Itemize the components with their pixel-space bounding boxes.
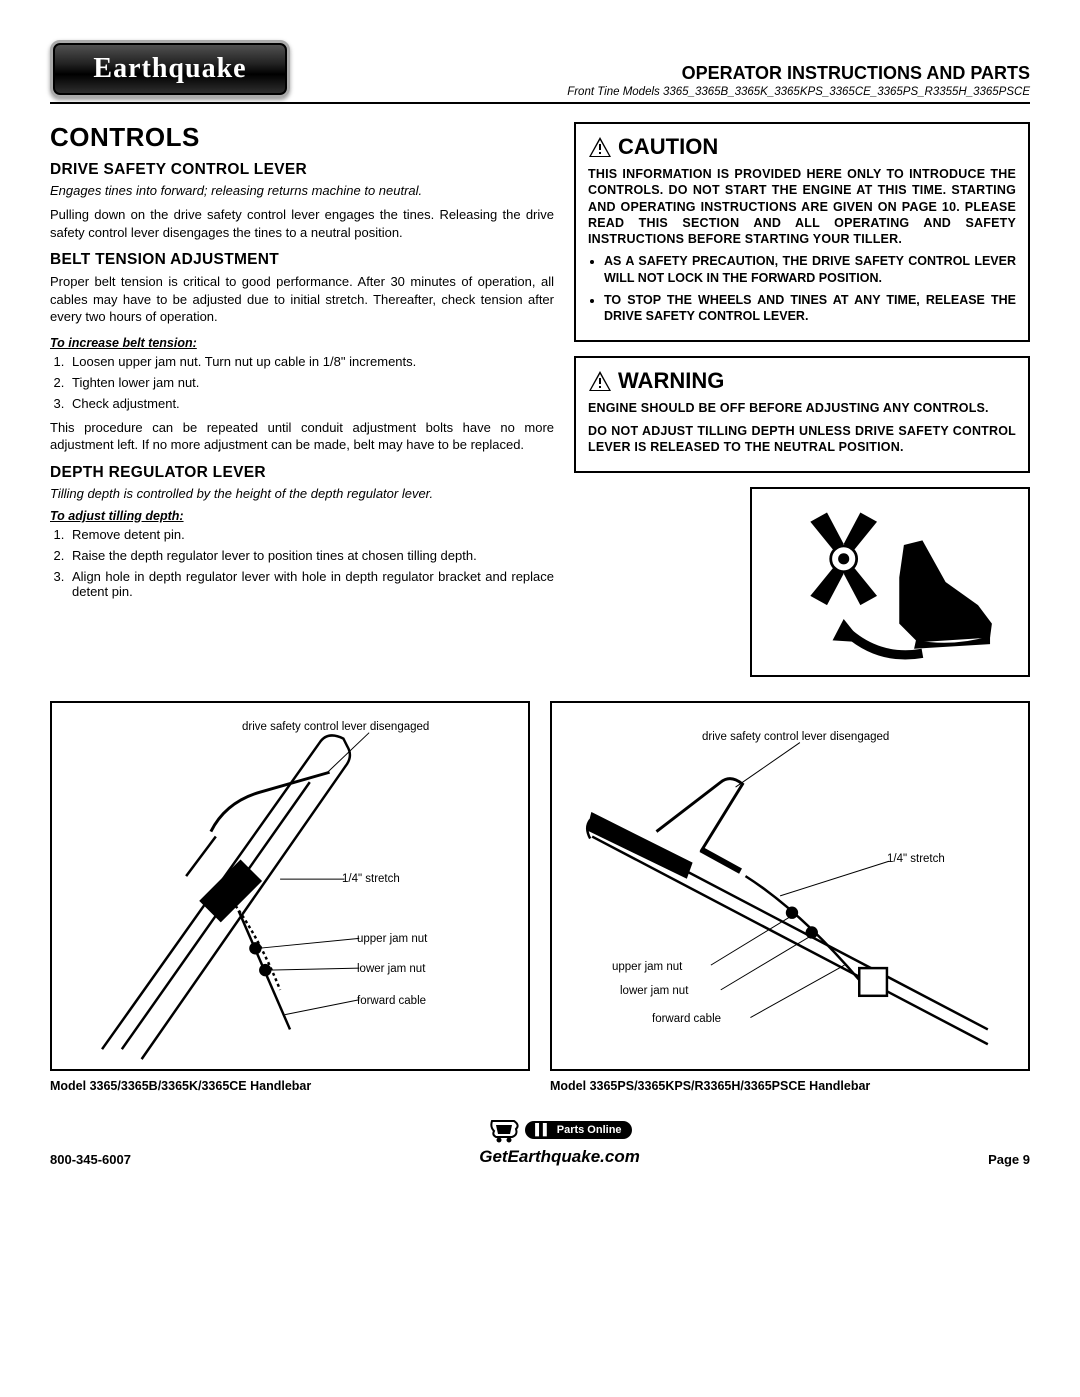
dia-label-forward: forward cable <box>357 995 426 1007</box>
list-item: Remove detent pin. <box>68 527 554 542</box>
handlebar-left-icon <box>52 703 528 1069</box>
dia-label-forward: forward cable <box>652 1013 721 1025</box>
controls-heading: CONTROLS <box>50 122 554 153</box>
belt-tension-note: This procedure can be repeated until con… <box>50 419 554 454</box>
brand-logo: Earthquake <box>50 40 290 98</box>
footer-center: ▌▌ Parts Online GetEarthquake.com <box>479 1117 640 1167</box>
list-item: TO STOP THE WHEELS AND TINES AT ANY TIME… <box>604 292 1016 325</box>
left-column: CONTROLS DRIVE SAFETY CONTROL LEVER Enga… <box>50 122 554 687</box>
warning-triangle-icon <box>588 136 612 158</box>
handlebar-right-icon <box>552 703 1028 1069</box>
depth-reg-sub: To adjust tilling depth: <box>50 509 554 523</box>
diagram-left: drive safety control lever disengaged 1/… <box>50 701 530 1093</box>
diagram-left-caption: Model 3365/3365B/3365K/3365CE Handlebar <box>50 1079 530 1093</box>
page-header: Earthquake OPERATOR INSTRUCTIONS AND PAR… <box>50 40 1030 104</box>
parts-online-label: ▌▌ Parts Online <box>525 1121 631 1139</box>
dia-label-disengaged: drive safety control lever disengaged <box>702 731 889 743</box>
warning-head: WARNING <box>588 368 1016 394</box>
parts-online-badge: ▌▌ Parts Online <box>479 1117 640 1143</box>
caution-bullets: AS A SAFETY PRECAUTION, THE DRIVE SAFETY… <box>588 253 1016 324</box>
caution-box: CAUTION THIS INFORMATION IS PROVIDED HER… <box>574 122 1030 342</box>
parts-online-text: Parts Online <box>557 1124 622 1136</box>
header-models: Front Tine Models 3365_3365B_3365K_3365K… <box>567 86 1030 98</box>
belt-tension-heading: BELT TENSION ADJUSTMENT <box>50 251 554 269</box>
drive-safety-intro: Engages tines into forward; releasing re… <box>50 183 554 198</box>
drive-safety-heading: DRIVE SAFETY CONTROL LEVER <box>50 161 554 179</box>
dia-label-stretch: 1/4" stretch <box>887 853 945 865</box>
warning-triangle-icon <box>588 370 612 392</box>
diagram-left-box: drive safety control lever disengaged 1/… <box>50 701 530 1071</box>
warning-p2: DO NOT ADJUST TILLING DEPTH UNLESS DRIVE… <box>588 423 1016 456</box>
caution-title: CAUTION <box>618 134 718 160</box>
caution-head: CAUTION <box>588 134 1016 160</box>
dia-label-disengaged: drive safety control lever disengaged <box>242 721 429 733</box>
dia-label-stretch: 1/4" stretch <box>342 873 400 885</box>
depth-reg-heading: DEPTH REGULATOR LEVER <box>50 464 554 482</box>
depth-reg-intro: Tilling depth is controlled by the heigh… <box>50 486 554 501</box>
belt-tension-steps: Loosen upper jam nut. Turn nut up cable … <box>50 354 554 411</box>
depth-reg-steps: Remove detent pin. Raise the depth regul… <box>50 527 554 599</box>
list-item: Check adjustment. <box>68 396 554 411</box>
diagram-right-caption: Model 3365PS/3365KPS/R3365H/3365PSCE Han… <box>550 1079 1030 1093</box>
diagram-right-box: drive safety control lever disengaged 1/… <box>550 701 1030 1071</box>
warning-box: WARNING ENGINE SHOULD BE OFF BEFORE ADJU… <box>574 356 1030 473</box>
dia-label-upper: upper jam nut <box>357 933 427 945</box>
list-item: Raise the depth regulator lever to posit… <box>68 548 554 563</box>
caution-body: THIS INFORMATION IS PROVIDED HERE ONLY T… <box>588 166 1016 247</box>
belt-tension-sub: To increase belt tension: <box>50 336 554 350</box>
tine-boot-icon <box>760 494 1020 670</box>
cart-icon <box>488 1117 522 1143</box>
list-item: AS A SAFETY PRECAUTION, THE DRIVE SAFETY… <box>604 253 1016 286</box>
drive-safety-body: Pulling down on the drive safety control… <box>50 206 554 241</box>
belt-tension-body: Proper belt tension is critical to good … <box>50 273 554 326</box>
page-footer: 800-345-6007 ▌▌ Parts Online GetEarthqua… <box>50 1117 1030 1167</box>
brand-logo-text: Earthquake <box>93 53 246 85</box>
main-columns: CONTROLS DRIVE SAFETY CONTROL LEVER Enga… <box>50 122 1030 687</box>
dia-label-upper: upper jam nut <box>612 961 682 973</box>
right-column: CAUTION THIS INFORMATION IS PROVIDED HER… <box>574 122 1030 687</box>
dia-label-lower: lower jam nut <box>620 985 688 997</box>
footer-page: Page 9 <box>988 1152 1030 1167</box>
list-item: Tighten lower jam nut. <box>68 375 554 390</box>
header-title: OPERATOR INSTRUCTIONS AND PARTS <box>567 63 1030 84</box>
dia-label-lower: lower jam nut <box>357 963 425 975</box>
warning-p1: ENGINE SHOULD BE OFF BEFORE ADJUSTING AN… <box>588 400 1016 416</box>
footer-phone: 800-345-6007 <box>50 1152 131 1167</box>
tine-boot-figure <box>750 487 1030 677</box>
list-item: Align hole in depth regulator lever with… <box>68 569 554 599</box>
diagram-right: drive safety control lever disengaged 1/… <box>550 701 1030 1093</box>
list-item: Loosen upper jam nut. Turn nut up cable … <box>68 354 554 369</box>
warning-title: WARNING <box>618 368 724 394</box>
header-right: OPERATOR INSTRUCTIONS AND PARTS Front Ti… <box>567 63 1030 98</box>
footer-url: GetEarthquake.com <box>479 1147 640 1167</box>
diagrams-row: drive safety control lever disengaged 1/… <box>50 701 1030 1093</box>
